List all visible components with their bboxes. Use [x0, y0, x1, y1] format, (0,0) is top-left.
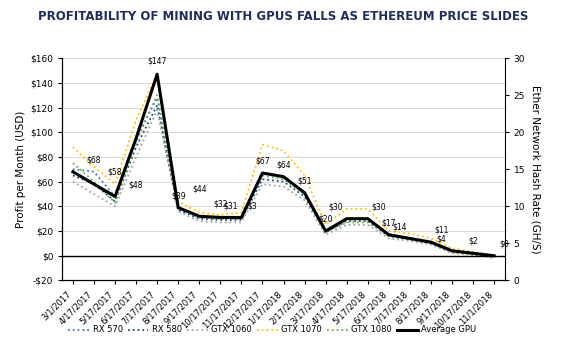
Text: $48: $48 [129, 180, 143, 189]
Text: $32: $32 [213, 200, 227, 209]
Text: $14: $14 [392, 222, 407, 231]
Text: $39: $39 [171, 191, 185, 200]
Text: $30: $30 [329, 202, 344, 211]
Text: $2: $2 [468, 237, 478, 246]
Text: $0: $0 [500, 239, 510, 248]
Text: $17: $17 [382, 218, 396, 227]
Y-axis label: Profit per Month (USD): Profit per Month (USD) [16, 110, 26, 228]
Text: $31: $31 [223, 201, 238, 210]
Text: $147: $147 [147, 56, 167, 66]
Text: $4: $4 [437, 234, 446, 244]
Text: $68: $68 [87, 155, 101, 165]
Y-axis label: Ether Network Hash Rate (GH/S): Ether Network Hash Rate (GH/S) [531, 85, 541, 254]
Text: $67: $67 [255, 157, 270, 166]
Text: $51: $51 [297, 176, 312, 185]
Text: $20: $20 [318, 215, 333, 224]
Text: PROFITABILITY OF MINING WITH GPUS FALLS AS ETHEREUM PRICE SLIDES: PROFITABILITY OF MINING WITH GPUS FALLS … [39, 10, 528, 23]
Legend: RX 570, RX 580, GTX 1060, GTX 1070, GTX 1080, Average GPU: RX 570, RX 580, GTX 1060, GTX 1070, GTX … [65, 322, 479, 338]
Text: $64: $64 [276, 160, 291, 169]
Text: $11: $11 [434, 226, 448, 235]
Text: $58: $58 [108, 168, 122, 177]
Text: $44: $44 [192, 185, 206, 194]
Text: $3: $3 [247, 201, 257, 210]
Text: $30: $30 [371, 202, 386, 211]
